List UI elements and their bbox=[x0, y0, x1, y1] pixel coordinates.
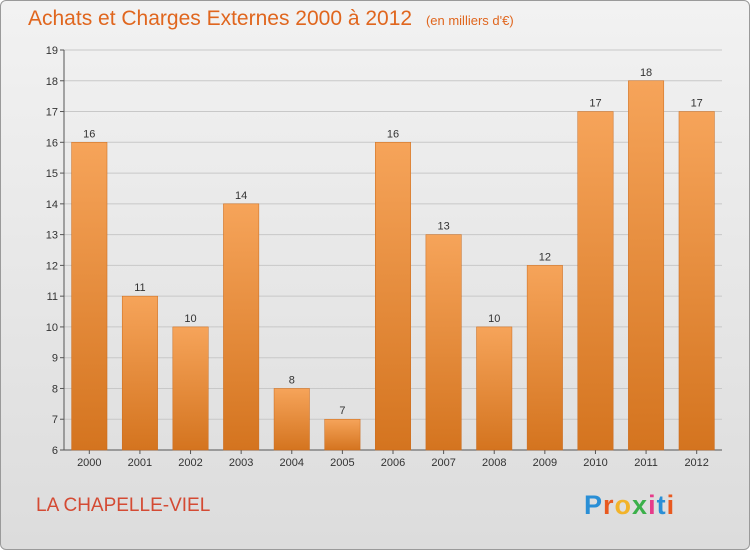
bar bbox=[476, 326, 513, 451]
bar bbox=[273, 388, 310, 451]
logo-letter: P bbox=[584, 490, 604, 520]
bar bbox=[121, 295, 158, 451]
bar bbox=[678, 111, 715, 451]
logo-letter: i bbox=[648, 490, 657, 520]
y-tick-label: 7 bbox=[52, 414, 58, 426]
value-label: 10 bbox=[488, 313, 500, 325]
bar bbox=[526, 265, 563, 451]
bar bbox=[425, 234, 462, 451]
x-tick-label: 2009 bbox=[533, 457, 557, 469]
x-tick-label: 2008 bbox=[482, 457, 506, 469]
logo-letter: x bbox=[632, 490, 649, 520]
x-tick-label: 2003 bbox=[229, 457, 253, 469]
y-tick-label: 15 bbox=[46, 168, 58, 180]
bar bbox=[324, 418, 361, 451]
labels: 6 7 8 9 10 11 12 13 14 15 16 17 18 19 16 2000 11 2001 10 20… bbox=[46, 45, 709, 469]
x-tick-label: 2006 bbox=[381, 457, 405, 469]
value-label: 17 bbox=[691, 98, 703, 110]
value-label: 12 bbox=[539, 251, 551, 263]
value-label: 17 bbox=[589, 98, 601, 110]
y-tick-label: 17 bbox=[46, 107, 58, 119]
bar bbox=[172, 326, 209, 451]
logo-letter: o bbox=[614, 490, 633, 520]
bars bbox=[71, 80, 715, 451]
y-tick-label: 11 bbox=[47, 291, 58, 303]
value-label: 7 bbox=[339, 405, 345, 417]
x-tick-label: 2004 bbox=[280, 457, 304, 469]
x-tick-label: 2001 bbox=[128, 457, 152, 469]
value-label: 10 bbox=[184, 313, 196, 325]
commune-name: LA CHAPELLE-VIEL bbox=[36, 495, 211, 516]
value-label: 18 bbox=[640, 67, 652, 79]
logo-letter: t bbox=[656, 490, 667, 520]
x-tick-label: 2000 bbox=[77, 457, 101, 469]
chart-subtitle: (en milliers d'€) bbox=[425, 13, 514, 28]
value-label: 16 bbox=[83, 128, 95, 140]
chart-title: Achats et Charges Externes 2000 à 2012 (… bbox=[28, 7, 514, 31]
x-tick-label: 2005 bbox=[330, 457, 354, 469]
bar bbox=[223, 203, 260, 451]
value-label: 8 bbox=[289, 374, 295, 386]
x-tick-label: 2012 bbox=[684, 457, 708, 469]
y-tick-label: 10 bbox=[46, 322, 58, 334]
x-tick-label: 2010 bbox=[583, 457, 607, 469]
bar bbox=[628, 80, 665, 451]
y-tick-label: 19 bbox=[46, 45, 58, 57]
y-tick-label: 6 bbox=[52, 445, 58, 457]
y-tick-label: 13 bbox=[46, 230, 58, 242]
value-label: 11 bbox=[134, 282, 145, 294]
y-tick-label: 12 bbox=[46, 260, 58, 272]
y-tick-label: 9 bbox=[52, 353, 58, 365]
value-label: 14 bbox=[235, 190, 247, 202]
bar bbox=[375, 142, 411, 451]
value-label: 16 bbox=[387, 128, 399, 140]
logo-letter: i bbox=[666, 490, 676, 520]
logo-letter: r bbox=[603, 490, 615, 520]
bar bbox=[577, 111, 614, 451]
proxiti-logo: Proxiti bbox=[584, 490, 675, 521]
x-tick-label: 2011 bbox=[634, 457, 658, 469]
y-tick-label: 8 bbox=[52, 383, 58, 395]
y-tick-label: 18 bbox=[46, 76, 58, 88]
bar bbox=[71, 142, 108, 451]
x-tick-label: 2007 bbox=[431, 457, 455, 469]
value-label: 13 bbox=[437, 221, 449, 233]
y-tick-label: 16 bbox=[46, 137, 58, 149]
x-tick-label: 2002 bbox=[178, 457, 202, 469]
y-tick-label: 14 bbox=[46, 199, 58, 211]
chart-title-text: Achats et Charges Externes 2000 à 2012 bbox=[28, 7, 413, 30]
